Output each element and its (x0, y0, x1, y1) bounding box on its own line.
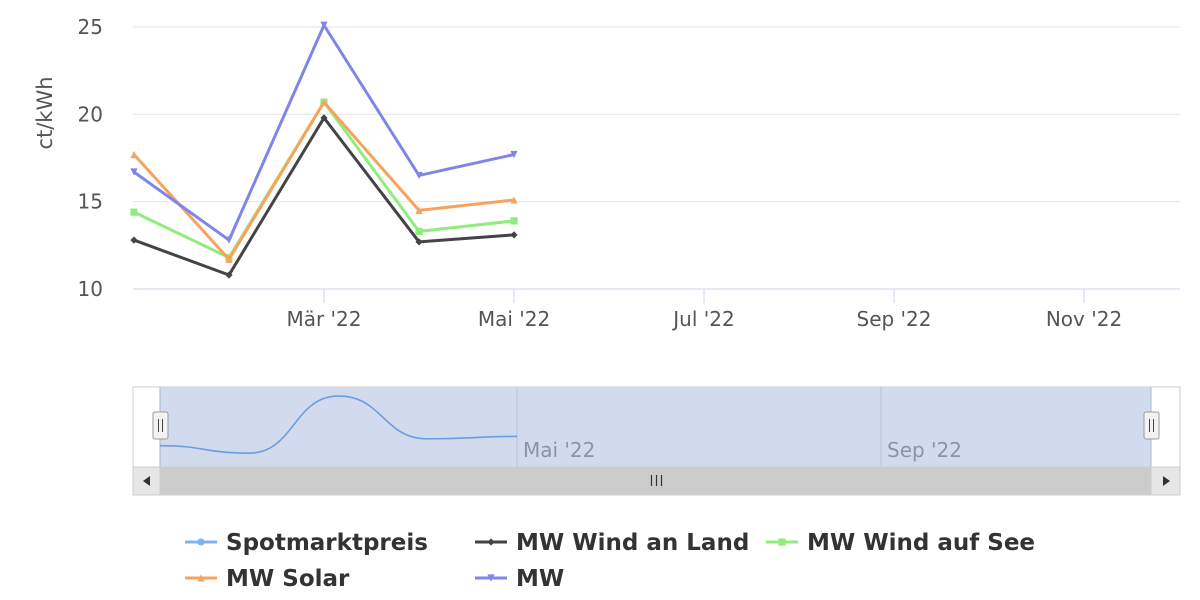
x-tick-label: Mai '22 (478, 307, 550, 331)
legend-item-spotmarktpreis[interactable]: Spotmarktpreis (185, 530, 428, 556)
y-tick-label: 15 (78, 190, 103, 214)
data-point[interactable] (225, 255, 233, 263)
data-point[interactable] (510, 196, 518, 204)
series-mw-wind-auf-see (130, 98, 518, 262)
grid-lines (133, 26, 1180, 203)
legend-label: Spotmarktpreis (226, 530, 428, 556)
legend-label: MW Wind an Land (516, 530, 749, 556)
data-point[interactable] (415, 171, 423, 180)
data-point[interactable] (415, 206, 423, 214)
series-mw (130, 21, 518, 244)
data-point[interactable] (510, 217, 518, 225)
data-point[interactable] (225, 236, 233, 244)
y-tick-label: 25 (78, 15, 103, 39)
x-tick-label: Jul '22 (671, 307, 734, 331)
y-tick-label: 20 (78, 102, 103, 126)
scrollbar[interactable] (132, 466, 1181, 496)
series-line[interactable] (133, 100, 515, 260)
x-tick-label: Mär '22 (286, 307, 361, 331)
series-line[interactable] (133, 23, 515, 242)
navigator-mask[interactable] (160, 387, 1151, 467)
y-axis-title: ct/kWh (33, 76, 57, 149)
legend-item-mw-wind-an-land[interactable]: MW Wind an Land (475, 530, 749, 556)
scrollbar-grip-icon (650, 475, 663, 486)
y-axis: ct/kWh 10 15 20 25 (33, 15, 103, 301)
navigator-handle-left[interactable] (152, 411, 169, 440)
arrow-right-icon (1163, 476, 1170, 486)
scroll-right-button[interactable] (1150, 466, 1181, 496)
data-point[interactable] (320, 98, 328, 106)
data-point[interactable] (130, 236, 138, 244)
data-point[interactable] (197, 574, 205, 582)
legend: Spotmarktpreis MW Wind an Land MW Wind auf… (185, 530, 1035, 592)
data-point[interactable] (415, 227, 423, 235)
legend-label: MW Solar (226, 566, 350, 592)
data-point[interactable] (225, 271, 233, 279)
navigator[interactable]: Mai '22 Sep '22 (132, 386, 1181, 468)
data-point[interactable] (510, 231, 518, 239)
data-point[interactable] (510, 150, 518, 159)
navigator-label: Sep '22 (887, 438, 962, 462)
data-point[interactable] (487, 538, 495, 546)
x-axis: Mär '22 Mai '22 Jul '22 Sep '22 Nov '22 (133, 288, 1180, 331)
plot-area (130, 21, 518, 279)
data-point[interactable] (415, 238, 423, 246)
legend-label: MW Wind auf See (807, 530, 1035, 556)
series-line[interactable] (132, 100, 515, 261)
arrow-left-icon (143, 476, 150, 486)
navigator-series-line (159, 395, 518, 454)
navigator-handle-right[interactable] (1143, 411, 1160, 440)
x-tick-label: Nov '22 (1046, 307, 1122, 331)
series-mw-wind-an-land (130, 114, 518, 279)
data-point[interactable] (778, 538, 786, 546)
scroll-left-button[interactable] (132, 466, 161, 496)
data-point[interactable] (197, 538, 205, 546)
legend-item-mw[interactable]: MW (475, 566, 564, 592)
series-line[interactable] (133, 116, 515, 277)
data-point[interactable] (130, 150, 138, 159)
y-tick-label: 10 (78, 277, 103, 301)
data-point[interactable] (130, 208, 138, 216)
data-point[interactable] (130, 168, 138, 176)
x-tick-label: Sep '22 (857, 307, 932, 331)
series-mw-solar (130, 98, 518, 263)
navigator-label: Mai '22 (523, 438, 595, 462)
data-point[interactable] (320, 21, 328, 29)
legend-item-mw-solar[interactable]: MW Solar (185, 566, 350, 592)
scrollbar-thumb[interactable] (160, 467, 1151, 495)
legend-item-mw-wind-auf-see[interactable]: MW Wind auf See (766, 530, 1035, 556)
data-point[interactable] (320, 114, 328, 122)
legend-label: MW (516, 566, 564, 592)
data-point[interactable] (487, 574, 495, 582)
